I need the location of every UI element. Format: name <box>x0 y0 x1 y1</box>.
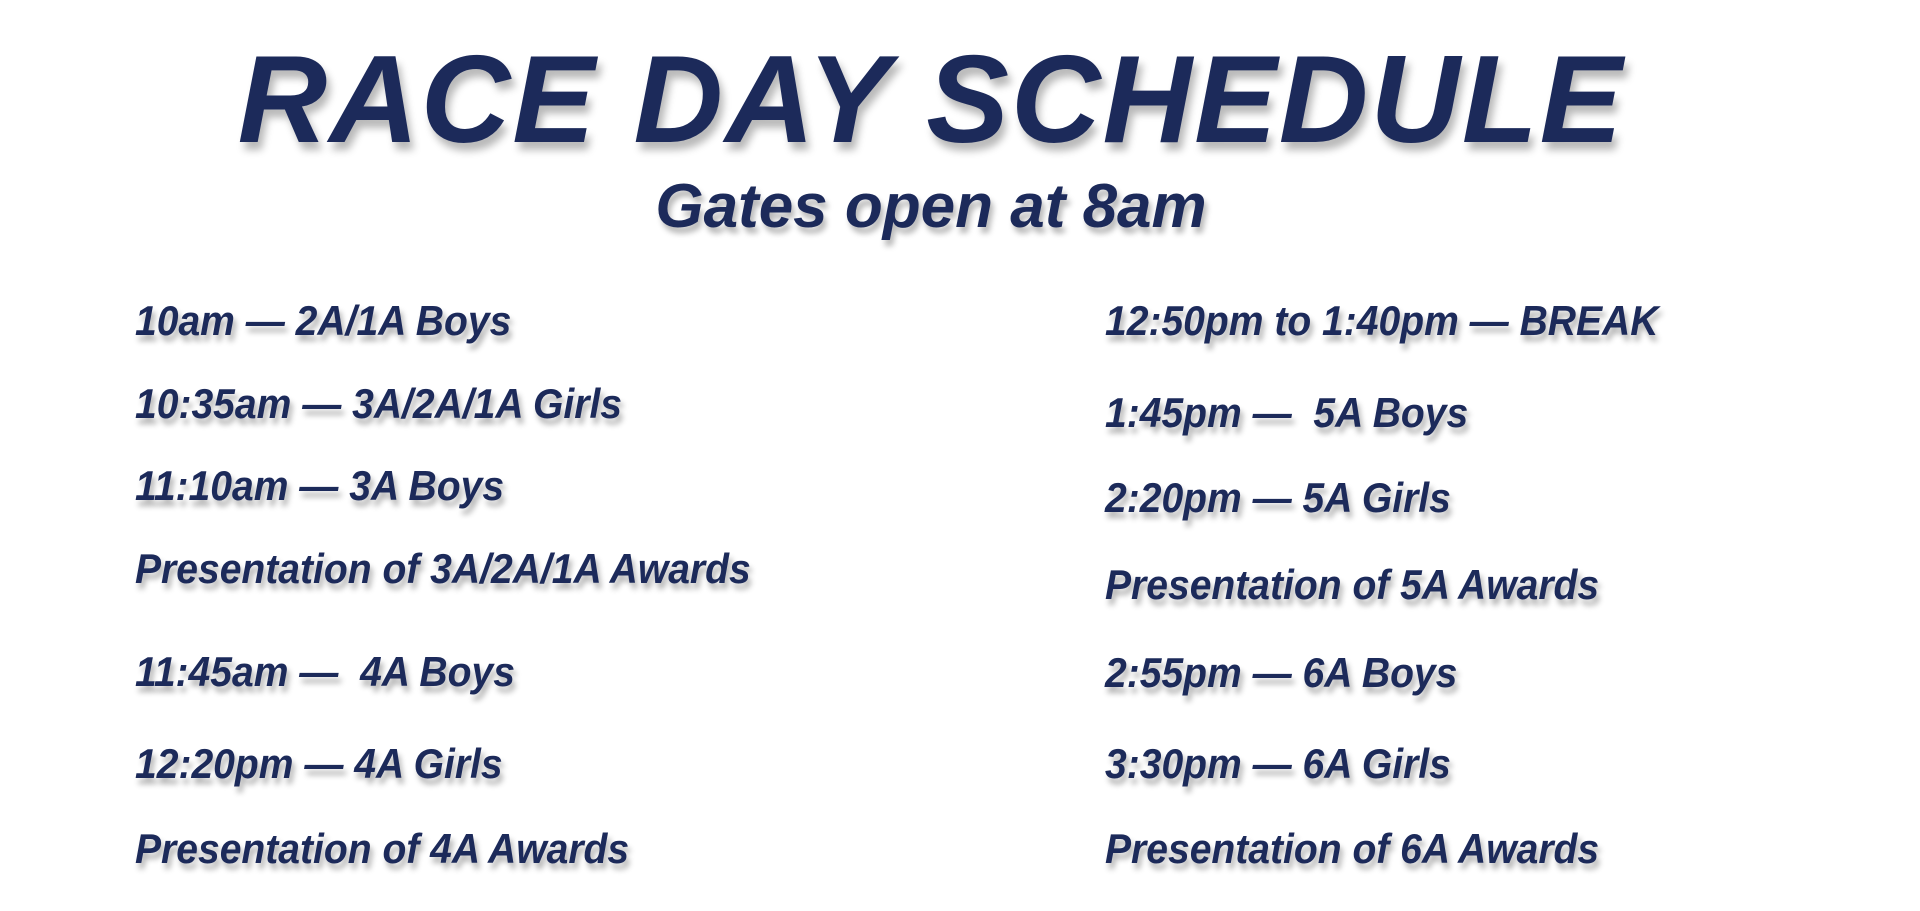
schedule-item: 3:30pm — 6A Girls <box>1105 740 1451 787</box>
page-title: RACE DAY SCHEDULE <box>237 31 1625 169</box>
schedule-item: 1:45pm — 5A Boys <box>1105 389 1469 436</box>
schedule-item: 2:55pm — 6A Boys <box>1105 649 1458 696</box>
schedule-item: 12:50pm to 1:40pm — BREAK <box>1105 297 1659 344</box>
schedule-item: 2:20pm — 5A Girls <box>1105 474 1451 521</box>
schedule-item: 10am — 2A/1A Boys <box>135 297 512 344</box>
schedule-item: 11:45am — 4A Boys <box>135 648 515 695</box>
schedule-item: Presentation of 6A Awards <box>1105 825 1600 872</box>
schedule-item: Presentation of 3A/2A/1A Awards <box>135 545 751 592</box>
schedule-item: 11:10am — 3A Boys <box>135 462 505 509</box>
schedule-item: 10:35am — 3A/2A/1A Girls <box>135 380 623 427</box>
subtitle: Gates open at 8am <box>655 172 1207 241</box>
schedule-item: Presentation of 5A Awards <box>1105 561 1600 608</box>
schedule-item: Presentation of 4A Awards <box>135 825 630 872</box>
schedule-item: 12:20pm — 4A Girls <box>135 740 503 787</box>
